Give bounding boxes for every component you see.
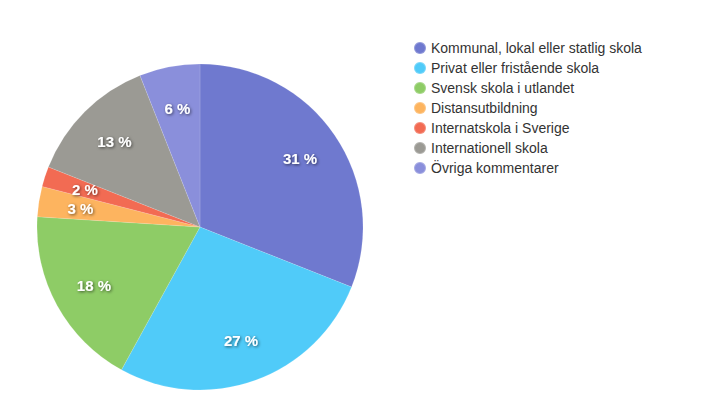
svg-text:Distansutbildning: Distansutbildning xyxy=(431,100,538,116)
svg-text:31 %: 31 % xyxy=(283,150,317,167)
svg-text:18 %: 18 % xyxy=(77,277,111,294)
svg-text:Internatskola i Sverige: Internatskola i Sverige xyxy=(431,120,570,136)
svg-text:3 %: 3 % xyxy=(68,200,94,217)
svg-text:27 %: 27 % xyxy=(224,332,258,349)
svg-text:Internationell skola: Internationell skola xyxy=(431,140,548,156)
svg-text:2 %: 2 % xyxy=(72,181,98,198)
svg-text:Privat eller fristående skola: Privat eller fristående skola xyxy=(431,60,599,76)
svg-text:Kommunal, lokal eller statlig: Kommunal, lokal eller statlig skola xyxy=(431,40,642,56)
svg-text:Övriga kommentarer: Övriga kommentarer xyxy=(431,159,559,176)
svg-text:13 %: 13 % xyxy=(97,133,131,150)
svg-text:6 %: 6 % xyxy=(164,100,190,117)
svg-text:Svensk skola i utlandet: Svensk skola i utlandet xyxy=(431,80,574,96)
